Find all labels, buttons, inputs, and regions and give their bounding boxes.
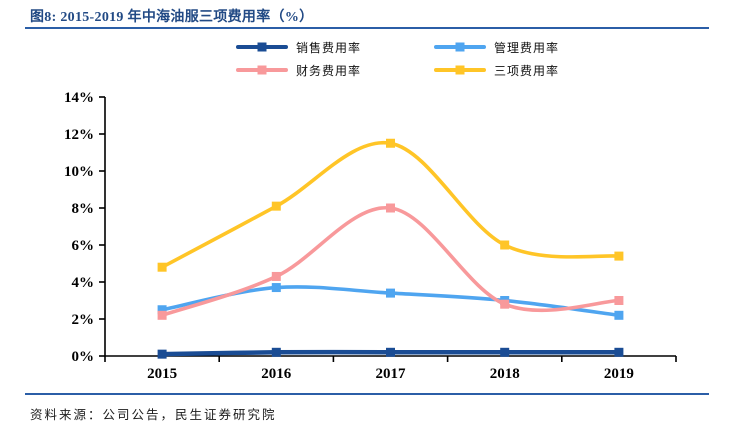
series-marker-2: [386, 288, 395, 298]
series-marker-1: [386, 347, 395, 357]
y-tick-label: 10%: [64, 164, 94, 180]
legend-square-marker: [455, 42, 465, 52]
series-marker-4: [386, 138, 395, 148]
source-note: 资料来源：公司公告，民生证券研究院: [30, 408, 277, 422]
legend-item-4: 三项费用率: [434, 61, 632, 79]
legend-square-marker: [455, 65, 465, 75]
legend-square-marker: [257, 42, 267, 52]
x-tick-label: 2017: [376, 366, 407, 382]
legend-line-marker: [434, 65, 486, 75]
legend-square-marker: [257, 65, 267, 75]
legend-item-2: 管理费用率: [434, 38, 632, 56]
series-marker-1: [157, 349, 167, 359]
series-marker-2: [271, 283, 281, 293]
x-tick-label: 2019: [604, 366, 634, 382]
legend-label: 三项费用率: [494, 63, 560, 78]
series-marker-1: [614, 347, 624, 357]
y-tick-label: 6%: [72, 238, 95, 254]
x-tick-label: 2018: [490, 366, 520, 382]
series-line-3: [160, 206, 621, 318]
figure-title: 图8: 2015-2019 年中海油服三项费用率（%）: [30, 10, 314, 25]
series-marker-3: [271, 271, 281, 281]
chart-legend: 销售费用率 管理费用率财务费用率 三项费用率: [236, 38, 632, 79]
legend-item-3: 财务费用率: [236, 61, 434, 79]
legend-line-marker: [434, 42, 486, 52]
series-marker-4: [614, 251, 624, 261]
series-marker-3: [614, 296, 624, 305]
series-marker-3: [500, 299, 510, 309]
y-tick-label: 2%: [72, 312, 95, 328]
y-tick-label: 4%: [72, 275, 95, 291]
y-tick-label: 8%: [72, 201, 95, 217]
legend-label: 销售费用率: [296, 40, 362, 55]
series-marker-3: [157, 310, 167, 320]
y-tick-label: 12%: [64, 127, 94, 143]
axis-lines: [104, 97, 676, 357]
x-tick-label: 2015: [147, 366, 177, 382]
series-marker-4: [500, 240, 510, 250]
x-tick-label: 2016: [261, 366, 292, 382]
legend-line-marker: [236, 42, 288, 52]
series-marker-4: [271, 201, 281, 211]
legend-label: 财务费用率: [296, 63, 362, 78]
y-tick-label: 14%: [64, 90, 94, 106]
series-marker-1: [271, 347, 281, 357]
bottom-divider: [25, 393, 709, 395]
series-marker-4: [157, 262, 167, 272]
legend-label: 管理费用率: [494, 40, 560, 55]
legend-item-1: 销售费用率: [236, 38, 434, 56]
series-marker-2: [157, 305, 167, 315]
title-divider: [25, 27, 709, 29]
series-marker-2: [614, 310, 624, 320]
series-marker-1: [500, 347, 510, 357]
series-marker-3: [386, 203, 395, 213]
legend-line-marker: [236, 65, 288, 75]
y-tick-label: 0%: [72, 349, 95, 365]
